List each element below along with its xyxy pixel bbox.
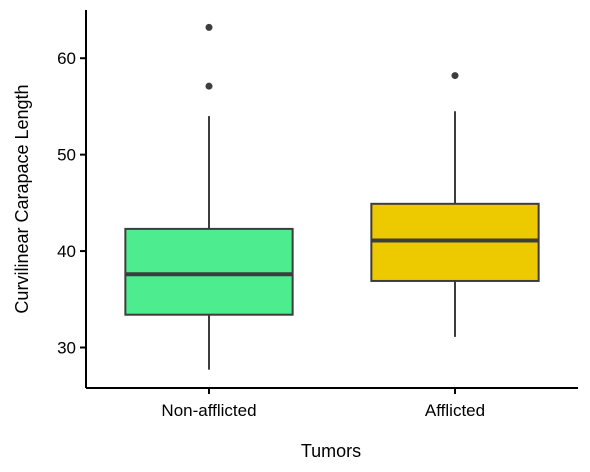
y-tick-label: 30 <box>57 339 76 358</box>
box-group-non-afflicted <box>124 23 294 370</box>
y-tick-label: 50 <box>57 146 76 165</box>
x-tick-label: Non-afflicted <box>161 401 256 420</box>
ticks-layer: 30 40 50 60 Non-afflicted Afflicted <box>57 49 485 420</box>
x-tick-label: Afflicted <box>425 401 485 420</box>
box-iqr <box>124 227 294 316</box>
x-axis-title: Tumors <box>301 441 361 461</box>
boxes-layer <box>124 23 540 370</box>
y-axis-title: Curvilinear Carapace Length <box>12 84 32 313</box>
outlier-point <box>451 72 459 80</box>
outlier-point <box>205 82 213 90</box>
axes-layer <box>85 10 578 389</box>
y-tick-label: 60 <box>57 49 76 68</box>
box-group-afflicted <box>370 72 540 337</box>
outlier-point <box>205 23 213 31</box>
y-tick-label: 40 <box>57 242 76 261</box>
